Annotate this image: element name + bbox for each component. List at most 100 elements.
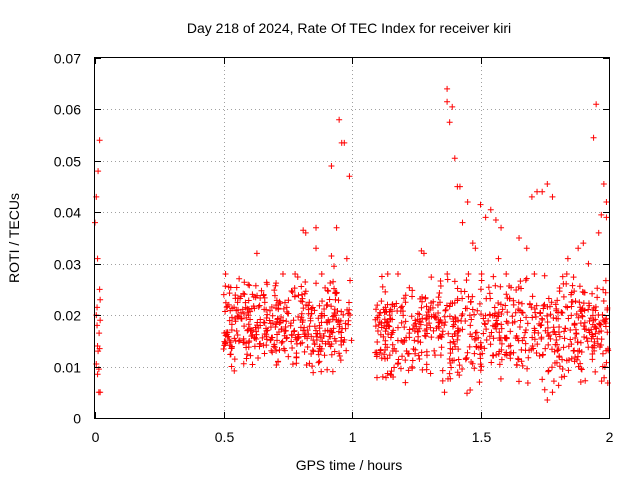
data-point <box>478 277 485 284</box>
data-point <box>602 320 609 327</box>
y-tick-label: 0.02 <box>54 308 81 324</box>
data-point <box>571 358 578 365</box>
data-point <box>471 365 478 372</box>
data-point <box>95 168 102 175</box>
data-point <box>459 366 466 373</box>
data-point <box>583 335 590 342</box>
data-point <box>427 324 434 331</box>
data-point <box>236 337 243 344</box>
data-point <box>423 303 430 310</box>
data-point <box>402 379 409 386</box>
data-point <box>413 323 420 330</box>
data-point <box>455 356 462 363</box>
data-point <box>305 306 312 313</box>
data-point <box>301 348 308 355</box>
data-point <box>450 338 457 345</box>
data-point <box>414 310 421 317</box>
data-point <box>593 101 600 108</box>
data-point <box>492 310 499 317</box>
data-point <box>290 328 297 335</box>
data-point <box>482 214 489 221</box>
data-point <box>298 314 305 321</box>
data-point <box>447 300 454 307</box>
data-point <box>401 324 408 331</box>
data-point <box>441 313 448 320</box>
data-point <box>529 293 536 300</box>
data-point <box>444 85 451 92</box>
data-point <box>301 333 308 340</box>
data-point <box>444 271 451 277</box>
data-point <box>533 349 540 356</box>
data-point <box>509 313 516 320</box>
data-point <box>406 284 413 291</box>
data-point <box>412 350 419 357</box>
y-tick-label: 0.07 <box>54 51 81 67</box>
data-point <box>324 319 331 326</box>
data-point <box>465 271 472 277</box>
data-point <box>417 319 424 326</box>
data-point <box>596 328 603 335</box>
data-point <box>328 253 335 259</box>
data-point <box>234 295 241 302</box>
data-point <box>524 365 531 372</box>
data-point <box>447 350 454 357</box>
data-point <box>246 282 253 289</box>
data-point <box>560 293 567 300</box>
x-axis-label: GPS time / hours <box>296 457 403 473</box>
data-point <box>389 341 396 348</box>
data-point <box>423 352 430 359</box>
data-point <box>486 333 493 340</box>
data-point <box>279 271 286 277</box>
data-point <box>479 350 486 357</box>
data-point <box>293 360 300 367</box>
data-point <box>554 341 561 348</box>
data-point <box>375 321 382 328</box>
data-point <box>437 277 444 284</box>
data-point <box>586 317 593 324</box>
data-point <box>559 356 566 363</box>
data-point <box>343 255 350 262</box>
data-point <box>321 352 328 359</box>
data-point <box>346 299 353 306</box>
data-point <box>329 368 336 375</box>
data-point <box>469 306 476 313</box>
data-point <box>577 379 584 386</box>
data-point <box>568 303 575 310</box>
data-point <box>463 277 470 284</box>
data-point <box>346 312 353 319</box>
data-point <box>402 299 409 306</box>
data-point <box>598 211 605 218</box>
data-point <box>222 339 229 346</box>
data-point <box>276 298 283 305</box>
data-point <box>94 304 101 311</box>
data-point <box>241 339 248 346</box>
data-point <box>576 347 583 354</box>
data-point <box>495 299 502 306</box>
data-point <box>525 354 532 361</box>
data-point <box>556 353 563 360</box>
data-point <box>496 329 503 336</box>
data-point <box>382 328 389 335</box>
data-point <box>420 250 427 257</box>
data-point <box>442 319 449 326</box>
data-point <box>245 321 252 328</box>
data-point <box>560 344 567 351</box>
data-point <box>423 316 430 323</box>
data-point <box>431 347 438 354</box>
data-point <box>570 274 577 281</box>
data-point <box>231 356 238 363</box>
data-point <box>532 309 539 316</box>
data-point <box>436 299 443 306</box>
data-point <box>302 229 309 236</box>
data-point <box>382 288 389 295</box>
data-point <box>601 363 608 370</box>
data-point <box>417 339 424 346</box>
data-point <box>320 333 327 340</box>
data-point <box>459 311 466 318</box>
data-point <box>446 119 453 126</box>
data-point <box>232 318 239 325</box>
data-point <box>270 343 277 350</box>
data-point <box>280 345 287 352</box>
data-point <box>336 116 343 123</box>
data-point <box>387 371 394 378</box>
